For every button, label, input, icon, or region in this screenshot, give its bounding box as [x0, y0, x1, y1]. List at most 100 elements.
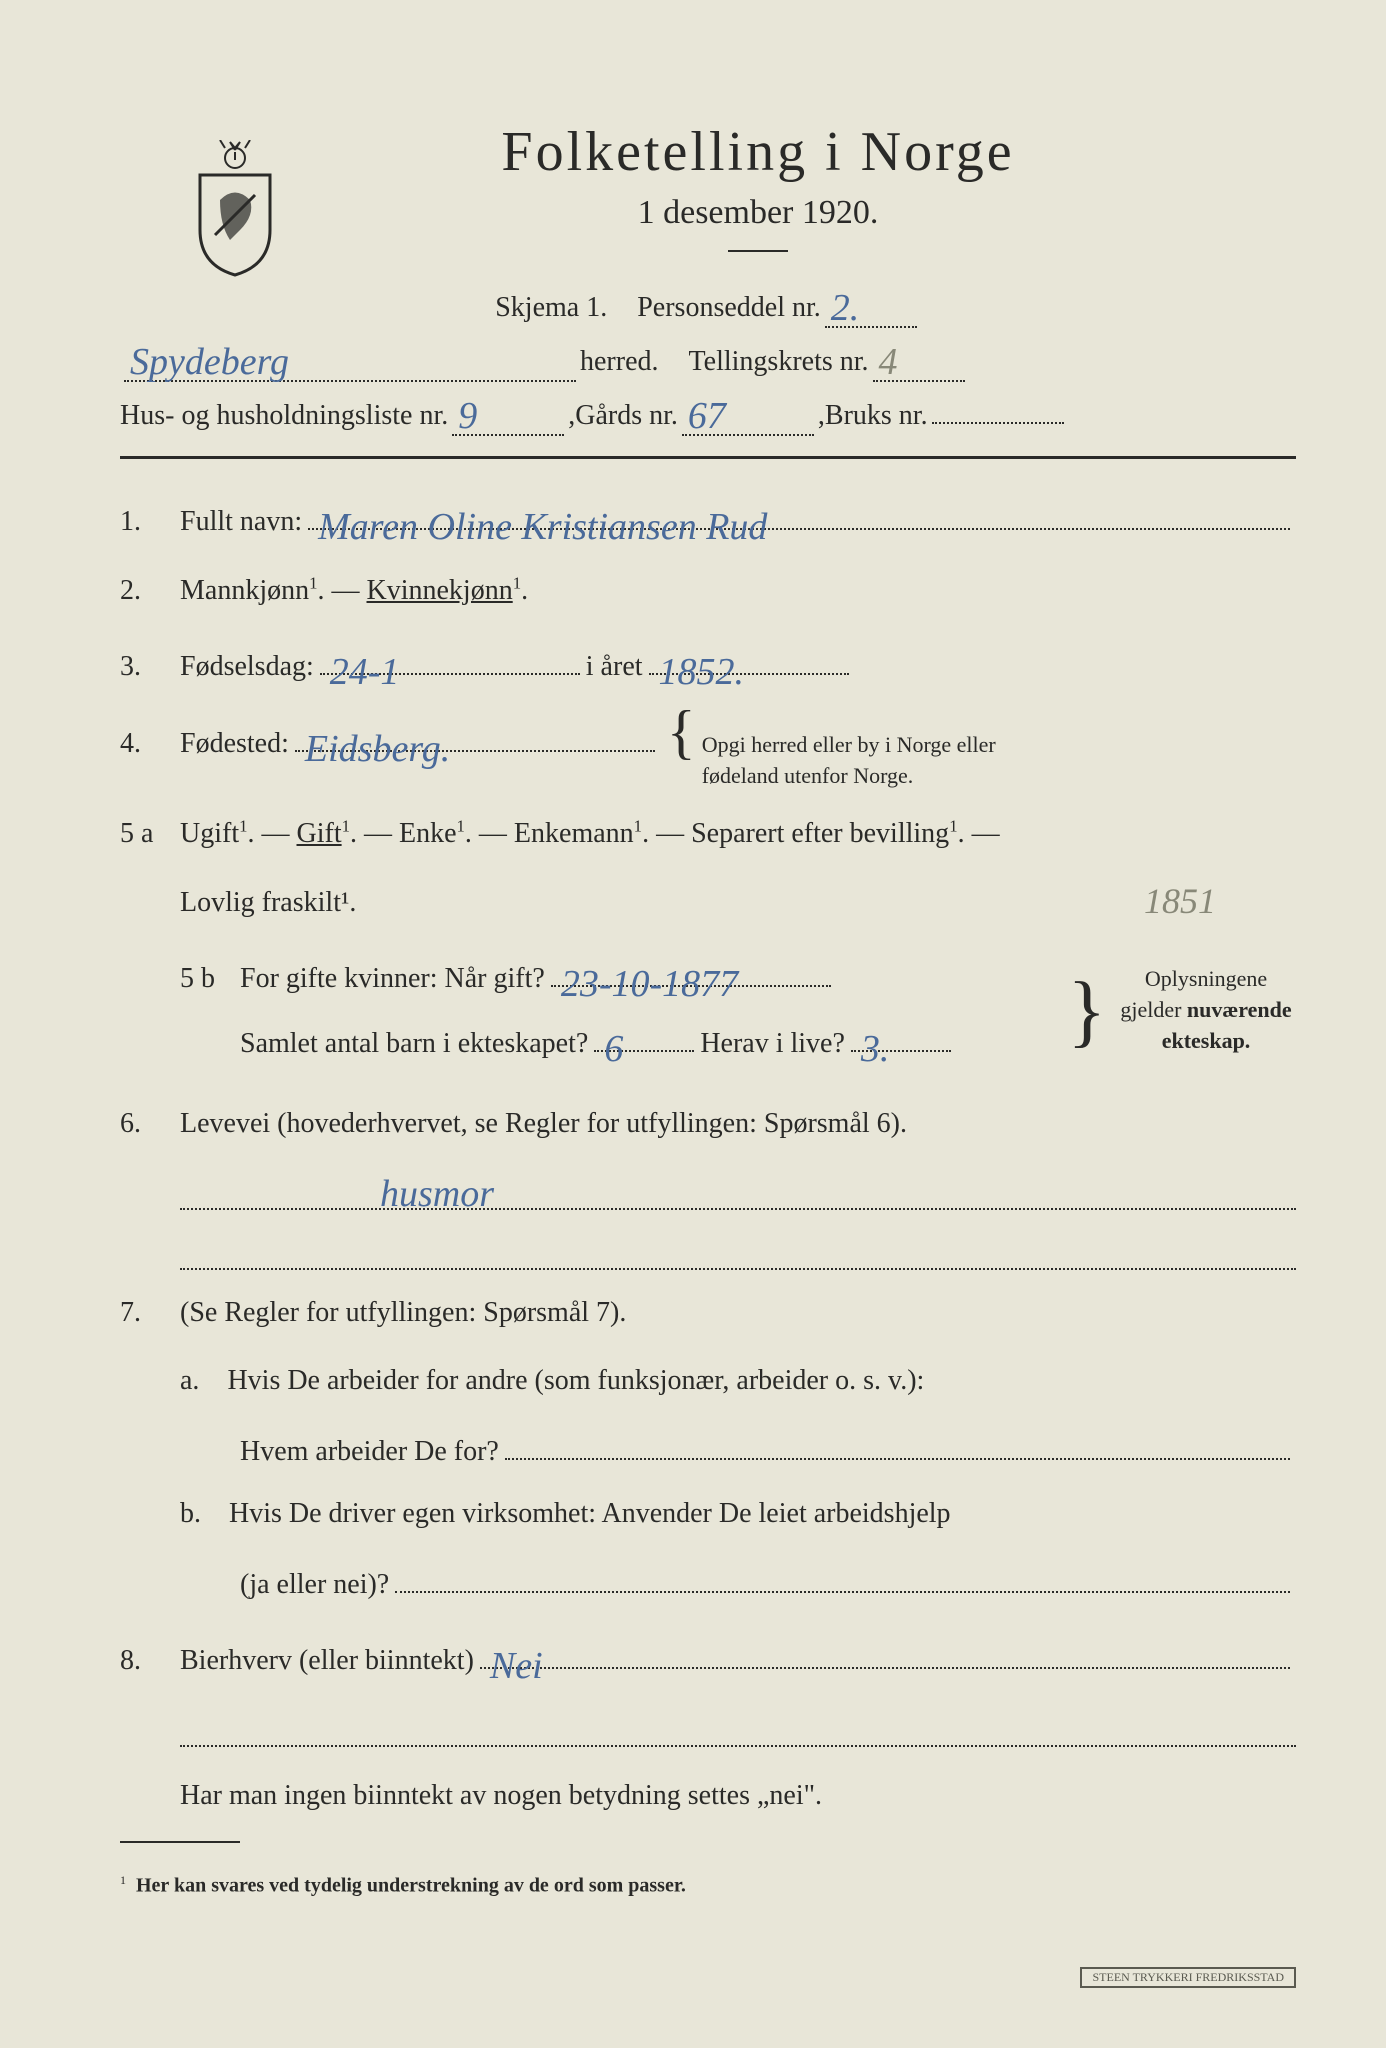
bruks-label: Bruks nr. — [825, 400, 928, 432]
hus-field: 9 — [452, 390, 564, 436]
q5a-num: 5 a — [120, 809, 180, 859]
q3-num: 3. — [120, 642, 180, 692]
q7b-text1: Hvis De driver egen virksomhet: Anvender… — [229, 1498, 951, 1529]
footnote-rule — [120, 1841, 240, 1843]
q6-label: Levevei (hovederhvervet, se Regler for u… — [180, 1099, 1296, 1149]
q7b: b. Hvis De driver egen virksomhet: Anven… — [180, 1489, 1296, 1539]
herred-label: herred. — [580, 346, 659, 378]
main-title: Folketelling i Norge — [220, 120, 1296, 184]
q7-row: 7. (Se Regler for utfyllingen: Spørsmål … — [120, 1288, 1296, 1338]
q3-label: Fødselsdag: — [180, 642, 314, 692]
q7a: a. Hvis De arbeider for andre (som funks… — [180, 1356, 1296, 1406]
q7a-line2: Hvem arbeider De for? — [240, 1418, 1296, 1477]
q2-row: 2. Mannkjønn1. — Kvinnekjønn1. — [120, 566, 1296, 616]
q3-year-field: 1852. — [649, 634, 849, 675]
q4-note: Opgi herred eller by i Norge eller fødel… — [702, 730, 1042, 792]
q2-female: Kvinnekjønn — [367, 575, 513, 606]
q3-row: 3. Fødselsdag: 24-1 i året 1852. — [120, 634, 1296, 693]
q7a-text1: Hvis De arbeider for andre (som funksjon… — [227, 1365, 924, 1396]
q3-day-value: 24-1 — [330, 638, 400, 677]
q5a-options: Ugift1. — Gift1. — Enke1. — Enkemann1. —… — [180, 818, 1000, 849]
hus-row: Hus- og husholdningsliste nr. 9 , Gårds … — [120, 390, 1296, 436]
brace-icon: } — [1068, 979, 1106, 1043]
q1-num: 1. — [120, 497, 180, 547]
census-form-page: Folketelling i Norge 1 desember 1920. Sk… — [0, 0, 1386, 2048]
hus-value: 9 — [458, 395, 477, 437]
q8-value: Nei — [490, 1632, 543, 1671]
q5b-note: Oplysningene gjelder nuværende ekteskap. — [1116, 964, 1296, 1056]
gards-field: 67 — [682, 390, 814, 436]
q1-label: Fullt navn: — [180, 497, 302, 547]
hus-label: Hus- og husholdningsliste nr. — [120, 400, 448, 432]
q4-row: 4. Fødested: Eidsberg. { Opgi herred ell… — [120, 711, 1296, 792]
q5b-alive-field: 3. — [851, 1011, 951, 1052]
q7a-label: a. — [180, 1365, 199, 1396]
q8-row: 8. Bierhverv (eller biinntekt) Nei — [120, 1628, 1296, 1687]
q6-field: husmor — [180, 1168, 1296, 1210]
gards-value: 67 — [688, 395, 726, 437]
q8-num: 8. — [120, 1636, 180, 1686]
q5b-label1: For gifte kvinner: Når gift? — [240, 954, 545, 1004]
q3-day-field: 24-1 — [320, 634, 580, 675]
q5b-children-value: 6 — [604, 1015, 623, 1054]
herred-field: Spydeberg — [124, 336, 576, 382]
title-rule — [728, 250, 788, 252]
q6-field-2 — [180, 1228, 1296, 1270]
personseddel-field: 2. — [825, 282, 917, 328]
crest-svg — [180, 140, 290, 280]
skjema-row: Skjema 1. Personseddel nr. 2. — [120, 282, 1296, 328]
q5b-label3: Herav i live? — [700, 1019, 845, 1069]
q5a-row2: Lovlig fraskilt¹. — [180, 878, 1296, 928]
q5b-children-field: 6 — [594, 1011, 694, 1052]
herred-row: Spydeberg herred. Tellingskrets nr. 4 — [120, 336, 1296, 382]
printer-stamp: STEEN TRYKKERI FREDRIKSSTAD — [1080, 1967, 1296, 1988]
q8-field-2 — [180, 1705, 1296, 1747]
footnote: 1 Her kan svares ved tydelig understrekn… — [120, 1873, 1296, 1898]
bottom-note: Har man ingen biinntekt av nogen betydni… — [180, 1771, 1296, 1821]
q5b-num: 5 b — [180, 954, 240, 1004]
q5b-label2: Samlet antal barn i ekteskapet? — [240, 1019, 588, 1069]
gards-label: Gårds nr. — [575, 400, 678, 432]
q7b-label: b. — [180, 1498, 201, 1529]
q7a-text2: Hvem arbeider De for? — [240, 1427, 499, 1477]
q7-num: 7. — [120, 1288, 180, 1338]
q3-year-label: i året — [586, 642, 643, 692]
q5b-married-field: 23-10-1877 — [551, 946, 831, 987]
q4-label: Fødested: — [180, 719, 289, 769]
q5b-group: 5 b For gifte kvinner: Når gift? 23-10-1… — [180, 940, 1296, 1081]
q6-num: 6. — [120, 1099, 180, 1149]
q5a-row: 5 a Ugift1. — Gift1. — Enke1. — Enkemann… — [120, 809, 1296, 859]
q7a-field — [505, 1418, 1290, 1459]
q2-male: Mannkjønn — [180, 575, 309, 606]
q6-row: 6. Levevei (hovederhvervet, se Regler fo… — [120, 1099, 1296, 1149]
q8-field: Nei — [480, 1628, 1290, 1669]
q2-num: 2. — [120, 566, 180, 616]
tellingskrets-value: 4 — [879, 341, 898, 383]
q1-field: Maren Oline Kristiansen Rud — [308, 489, 1290, 530]
q7b-text2: (ja eller nei)? — [240, 1560, 389, 1610]
q7b-line2: (ja eller nei)? — [240, 1551, 1296, 1610]
personseddel-value: 2. — [831, 287, 860, 329]
herred-value: Spydeberg — [130, 341, 289, 383]
header-divider — [120, 456, 1296, 459]
q4-value: Eidsberg. — [305, 715, 450, 754]
title-block: Folketelling i Norge 1 desember 1920. — [220, 120, 1296, 252]
q5b-alive-value: 3. — [861, 1015, 890, 1054]
subtitle: 1 desember 1920. — [220, 194, 1296, 232]
coat-of-arms — [180, 140, 290, 280]
personseddel-label: Personseddel nr. — [637, 292, 821, 324]
q7-label: (Se Regler for utfyllingen: Spørsmål 7). — [180, 1288, 1296, 1338]
bruks-field — [932, 422, 1064, 424]
tellingskrets-label: Tellingskrets nr. — [689, 346, 869, 378]
q7b-field — [395, 1551, 1290, 1592]
q4-num: 4. — [120, 719, 180, 769]
q4-field: Eidsberg. — [295, 711, 655, 752]
q5b-pencil-note: 1851 — [1144, 880, 1216, 922]
q8-label: Bierhverv (eller biinntekt) — [180, 1636, 474, 1686]
q3-year-value: 1852. — [659, 638, 745, 677]
q6-value: husmor — [380, 1172, 494, 1212]
skjema-label: Skjema 1. — [495, 292, 607, 324]
q1-value: Maren Oline Kristiansen Rud — [318, 493, 767, 532]
q1-row: 1. Fullt navn: Maren Oline Kristiansen R… — [120, 489, 1296, 548]
tellingskrets-field: 4 — [873, 336, 965, 382]
